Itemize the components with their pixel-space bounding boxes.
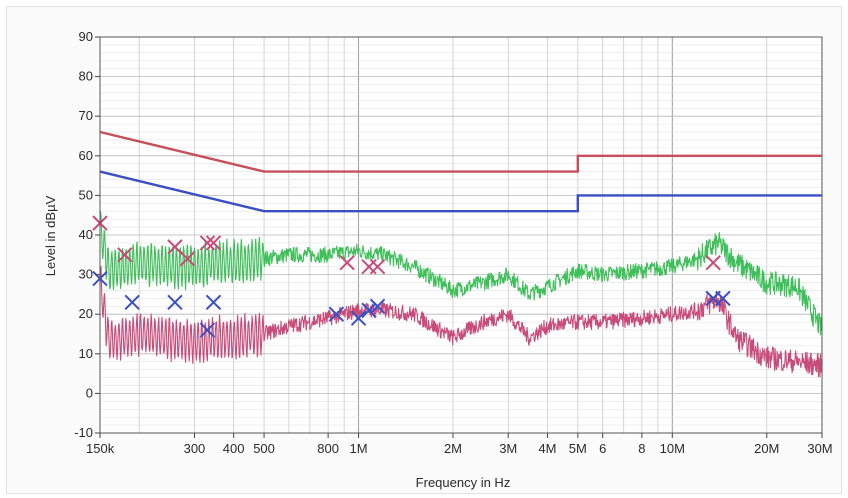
marker-stroke	[205, 294, 222, 311]
x-tick-label: 150k	[86, 441, 115, 456]
x-tick-label: 800	[317, 441, 339, 456]
y-tick-label: 20	[79, 306, 93, 321]
x-tick-label: 4M	[538, 441, 556, 456]
limit-line	[99, 130, 822, 173]
x-tick-label: 3M	[499, 441, 517, 456]
y-tick-label: 80	[79, 69, 93, 84]
marker-stroke	[369, 298, 386, 314]
grid	[100, 36, 823, 434]
marker-stroke	[369, 258, 386, 275]
y-axis-label: Level in dBµV	[43, 195, 58, 276]
marker-stroke	[361, 302, 377, 318]
marker-stroke	[205, 235, 222, 251]
trace-line	[99, 266, 823, 378]
marker-stroke	[339, 255, 355, 271]
y-tick-label: -10	[74, 425, 93, 440]
x-tick-label: 300	[184, 441, 206, 456]
x-tick-label: 2M	[444, 441, 462, 456]
peak-marker	[705, 255, 721, 271]
x-tick-label: 8	[638, 441, 645, 456]
peak-marker	[199, 235, 216, 251]
marker-stroke	[350, 310, 367, 326]
x-tick-label: 400	[223, 441, 245, 456]
peak-marker	[117, 247, 133, 263]
peak-marker	[350, 310, 367, 326]
marker-stroke	[167, 294, 183, 311]
x-tick-label: 500	[253, 441, 275, 456]
marker-stroke	[328, 306, 345, 322]
peak-marker	[715, 290, 731, 307]
y-tick-label: 40	[79, 227, 93, 242]
marker-stroke	[199, 235, 216, 251]
peak-marker	[205, 235, 222, 251]
x-tick-label: 5M	[569, 441, 587, 456]
y-tick-label: 60	[79, 148, 93, 163]
peak-marker	[369, 258, 386, 275]
y-tick-label: 90	[79, 29, 93, 44]
marker-stroke	[199, 322, 216, 338]
peak-marker	[369, 298, 386, 314]
peak-marker	[124, 294, 140, 311]
y-tick-label: 50	[79, 187, 93, 202]
marker-stroke	[715, 290, 731, 307]
y-tick-label: 0	[86, 385, 93, 400]
peak-markers	[92, 215, 731, 338]
peak-marker	[361, 302, 377, 318]
x-tick-label: 30M	[807, 441, 832, 456]
x-tick-label: 20M	[754, 441, 779, 456]
marker-stroke	[705, 255, 721, 271]
limit-line	[99, 170, 822, 213]
peak-marker	[167, 294, 183, 311]
marker-stroke	[124, 294, 140, 311]
marker-stroke	[167, 239, 183, 255]
peak-marker	[179, 251, 196, 267]
peak-marker	[167, 239, 183, 255]
peak-marker	[199, 322, 216, 338]
y-tick-label: 70	[79, 108, 93, 123]
y-tick-label: 30	[79, 267, 93, 282]
trace-line	[99, 211, 823, 336]
measurement-traces	[99, 211, 823, 378]
x-tick-label: 1M	[349, 441, 367, 456]
x-tick-label: 6	[599, 441, 606, 456]
peak-marker	[328, 306, 345, 322]
peak-marker	[339, 255, 355, 271]
peak-marker	[205, 294, 222, 311]
y-tick-label: 10	[79, 346, 93, 361]
marker-stroke	[117, 247, 133, 263]
x-tick-label: 10M	[660, 441, 685, 456]
x-axis-label: Frequency in Hz	[416, 475, 511, 490]
limit-lines	[99, 130, 822, 213]
marker-stroke	[179, 251, 196, 267]
